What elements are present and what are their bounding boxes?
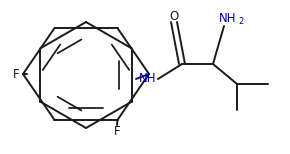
Text: F: F: [114, 125, 120, 138]
Text: F: F: [12, 67, 19, 81]
Text: 2: 2: [238, 16, 244, 26]
Text: NH: NH: [139, 73, 157, 85]
Text: O: O: [169, 10, 179, 22]
Text: NH: NH: [219, 12, 237, 24]
